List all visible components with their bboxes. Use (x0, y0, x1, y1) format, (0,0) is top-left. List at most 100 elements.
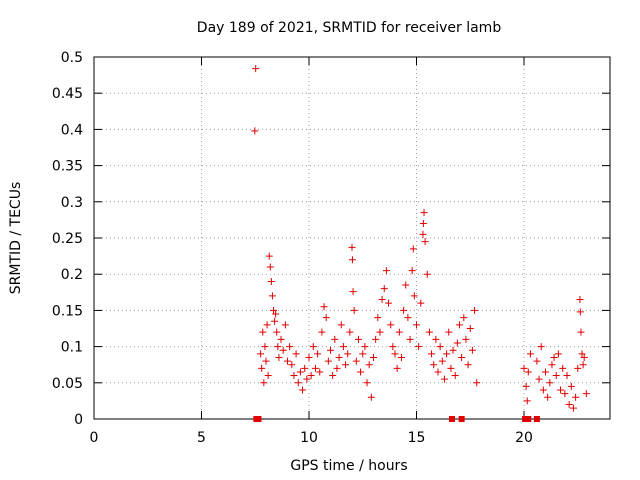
data-point (361, 343, 369, 351)
data-point (578, 350, 586, 358)
data-point (292, 350, 300, 358)
data-point (387, 321, 395, 329)
data-point (460, 314, 468, 322)
data-point (453, 339, 461, 347)
data-point (520, 364, 528, 372)
data-point (346, 328, 354, 336)
data-point (348, 243, 356, 251)
data-point (385, 299, 393, 307)
data-point (410, 292, 418, 300)
data-point (406, 335, 414, 343)
data-point (333, 364, 341, 372)
data-point (286, 343, 294, 351)
data-point (349, 288, 357, 296)
data-point (257, 350, 265, 358)
data-point (473, 379, 481, 387)
data-point (449, 346, 457, 354)
data-point (327, 346, 334, 354)
data-point (582, 390, 590, 398)
data-point (423, 270, 431, 278)
x-tick-label: 0 (90, 430, 99, 446)
y-tick-label: 0.45 (52, 86, 83, 102)
data-point (290, 372, 298, 380)
data-point (301, 364, 309, 372)
data-point (436, 343, 444, 351)
data-point (320, 303, 328, 311)
data-point (561, 390, 569, 398)
data-point (284, 357, 291, 365)
data-point (277, 335, 285, 343)
data-point (374, 314, 382, 322)
data-point (552, 372, 560, 380)
y-tick-label: 0.2 (61, 267, 83, 283)
data-point (279, 346, 287, 354)
data-point (567, 382, 575, 390)
data-point (260, 379, 268, 387)
data-point (299, 386, 307, 394)
data-point (537, 343, 545, 351)
data-point (342, 361, 350, 369)
data-point (569, 404, 577, 412)
data-point-square (458, 416, 465, 422)
data-point (258, 364, 266, 372)
data-point (294, 379, 302, 387)
data-point (533, 357, 541, 365)
data-point (259, 328, 267, 336)
data-point (339, 343, 347, 351)
data-point (337, 321, 345, 329)
data-point (344, 350, 352, 358)
data-point (331, 335, 339, 343)
data-point (468, 346, 476, 354)
data-point (430, 361, 438, 369)
plot-frame (93, 56, 611, 420)
data-point (261, 343, 269, 351)
data-point (440, 375, 448, 383)
data-point (572, 393, 580, 401)
data-point (466, 325, 474, 332)
data-point (281, 321, 289, 329)
x-tick-label: 5 (197, 430, 206, 446)
data-point (352, 357, 360, 365)
data-point (265, 252, 273, 260)
y-tick-label: 0.4 (61, 122, 83, 138)
y-tick-label: 0.05 (52, 376, 83, 392)
data-point (272, 310, 280, 318)
data-point (565, 401, 573, 409)
data-point (263, 321, 271, 329)
data-point (266, 263, 274, 271)
data-point (456, 321, 463, 329)
data-point (464, 361, 472, 369)
data-point (274, 343, 282, 351)
data-point (447, 364, 455, 372)
y-tick-label: 0.15 (52, 303, 83, 319)
data-point (397, 353, 405, 361)
data-point (550, 353, 558, 361)
data-point (370, 353, 377, 361)
data-point (524, 368, 532, 376)
data-point (324, 357, 332, 365)
data-point (367, 393, 375, 401)
x-tick-label: 10 (300, 430, 318, 446)
data-point (322, 314, 330, 322)
data-point (273, 328, 281, 336)
data-point-square (533, 416, 540, 422)
data-point (471, 306, 479, 314)
data-point (428, 350, 436, 358)
data-point (357, 368, 365, 376)
data-point (393, 364, 401, 372)
data-point (554, 350, 562, 358)
data-point (296, 368, 304, 376)
data-point (544, 393, 552, 401)
data-point (335, 353, 343, 361)
data-point (404, 314, 412, 322)
data-point (309, 343, 317, 351)
data-point (264, 372, 272, 380)
data-point (526, 350, 534, 358)
data-point (402, 281, 410, 289)
chart-title: Day 189 of 2021, SRMTID for receiver lam… (197, 20, 502, 36)
grid (94, 57, 610, 419)
data-point (372, 335, 380, 343)
data-point (420, 209, 428, 217)
data-point (408, 267, 416, 275)
